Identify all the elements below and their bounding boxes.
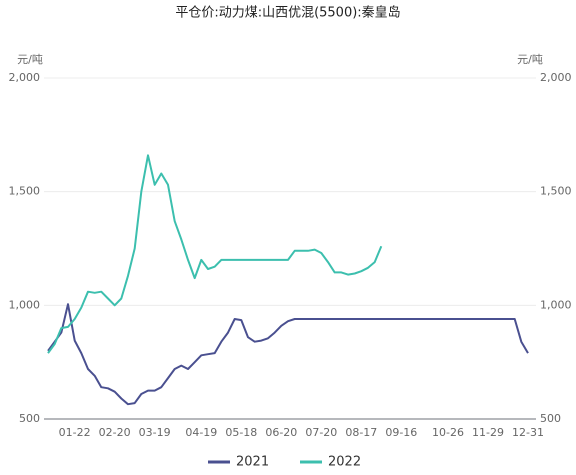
line-series — [47, 303, 529, 406]
x-tick-label: 02-20 — [99, 426, 131, 439]
x-tick-label: 12-31 — [512, 426, 544, 439]
x-tick-label: 08-17 — [345, 426, 377, 439]
y-tick-label: 2,000 — [9, 71, 41, 84]
x-tick-label: 05-18 — [225, 426, 257, 439]
x-tick-label: 09-16 — [385, 426, 417, 439]
line-series — [47, 154, 383, 354]
y2-tick-label: 1,000 — [540, 298, 572, 311]
x-tick-label: 10-26 — [432, 426, 464, 439]
legend-label: 2022 — [328, 455, 361, 470]
y-tick-label: 500 — [19, 412, 40, 425]
x-tick-label: 07-20 — [305, 426, 337, 439]
y2-tick-label: 2,000 — [540, 71, 572, 84]
y-tick-label: 1,500 — [9, 185, 41, 198]
y2-axis-label: 元/吨 — [517, 53, 543, 66]
x-tick-label: 04-19 — [185, 426, 217, 439]
y2-tick-label: 1,500 — [540, 185, 572, 198]
chart-title: 平仓价:动力煤:山西优混(5500):秦皇岛 — [175, 5, 400, 21]
y2-tick-label: 500 — [540, 412, 561, 425]
y-tick-label: 1,000 — [9, 298, 41, 311]
legend-label: 2021 — [236, 455, 269, 470]
x-tick-label: 03-19 — [139, 426, 171, 439]
y-axis-label: 元/吨 — [17, 53, 43, 66]
x-tick-label: 06-20 — [265, 426, 297, 439]
x-tick-label: 01-22 — [59, 426, 91, 439]
x-tick-label: 11-29 — [472, 426, 504, 439]
